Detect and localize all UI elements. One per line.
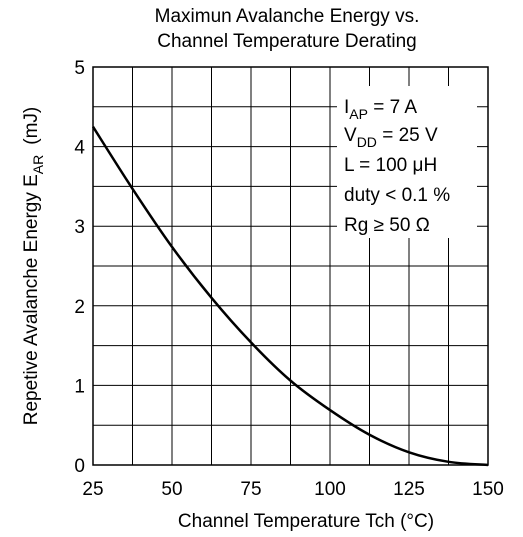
y-axis-title-unit: (mJ) (21, 107, 42, 145)
x-tick-label: 25 (82, 479, 103, 500)
annotation-iap-main: I (344, 97, 349, 118)
y-tick-label: 0 (74, 456, 85, 477)
chart-title-line2: Channel Temperature Derating (157, 31, 416, 52)
curve-layer (91, 126, 489, 467)
x-tick-label: 75 (240, 479, 261, 500)
annotation-iap-sub: AP (349, 106, 368, 122)
y-tick-label: 4 (74, 138, 85, 159)
y-tick-label: 3 (74, 217, 85, 238)
x-tick-label: 50 (161, 479, 182, 500)
chart-title-line1: Maximun Avalanche Energy vs. (155, 6, 420, 27)
x-tick-label: 150 (472, 479, 504, 500)
y-axis-title-sub: AR (30, 155, 46, 174)
annotation-duty: duty < 0.1 % (344, 185, 450, 206)
tick-label-layer: 25 50 75 100 125 150 0 1 2 3 4 5 (74, 58, 503, 500)
annotation-iap-rest: = 7 A (368, 97, 417, 118)
y-tick-label: 5 (74, 58, 85, 79)
annotation-rg: Rg ≥ 50 Ω (344, 215, 430, 236)
energy-derating-curve (91, 126, 489, 467)
annotation-vdd-main: V (344, 125, 357, 146)
plot-frame (92, 66, 489, 466)
grid-layer (92, 66, 489, 466)
annotation-inductance: L = 100 μH (344, 155, 437, 176)
annotation-iap: IAP = 7 A (344, 97, 417, 122)
annotation-box (337, 86, 477, 238)
y-axis-title: Repetive Avalanche Energy EAR (mJ) (21, 107, 46, 425)
y-tick-label: 2 (74, 297, 85, 318)
annotation-vdd-rest: = 25 V (377, 125, 438, 146)
annotation-vdd-sub: DD (357, 134, 377, 150)
x-axis-title: Channel Temperature Tch (°C) (178, 511, 434, 532)
x-tick-label: 125 (393, 479, 425, 500)
annotation-text-group: IAP = 7 A VDD = 25 V L = 100 μH duty < 0… (344, 97, 450, 236)
annotation-vdd: VDD = 25 V (344, 125, 438, 150)
y-tick-label: 1 (74, 376, 85, 397)
x-tick-label: 100 (314, 479, 346, 500)
y-axis-title-main: Repetive Avalanche Energy E (21, 174, 42, 425)
